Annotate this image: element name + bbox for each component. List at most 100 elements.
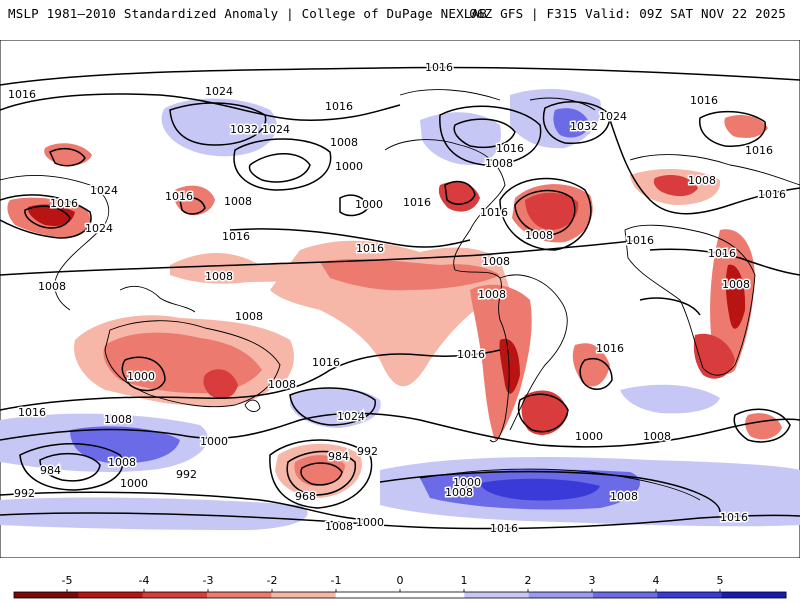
- isobar: [609, 119, 800, 215]
- colorbar-tick: 1: [461, 574, 468, 587]
- colorbar-swatch: [464, 592, 530, 598]
- anomaly-region-neg2-southernocean: [294, 455, 345, 486]
- isobar-label: 1016: [690, 94, 718, 107]
- anomaly-region-pos1-sindianocean: [620, 384, 720, 414]
- isobar: [699, 110, 766, 147]
- colorbar: -5 -4 -3 -2 -1 0 1 2 3 4 5: [0, 560, 800, 600]
- isobar-label: 1008: [268, 378, 296, 391]
- map-panel[interactable]: 1016 1024 1032 1024 1016 1008 1000 1016 …: [0, 40, 800, 558]
- coastline-australia: [104, 320, 281, 408]
- isobar-label: 1008: [525, 229, 553, 242]
- colorbar-swatch: [207, 592, 272, 598]
- colorbar-swatch: [335, 592, 401, 598]
- colorbar-tick: -5: [62, 574, 73, 587]
- anomaly-region-neg3-natlantic: [525, 192, 579, 230]
- isobar-label: 1000: [127, 370, 155, 383]
- anomaly-region-pos4-antarctic: [480, 478, 600, 501]
- isobar: [444, 180, 476, 205]
- colorbar-tick: 5: [717, 574, 724, 587]
- isobar-label: 1016: [222, 230, 250, 243]
- colorbar-swatch: [593, 592, 658, 598]
- coastline-americas: [384, 139, 510, 443]
- colorbar-tick: 3: [589, 574, 596, 587]
- isobar-label: 1016: [720, 511, 748, 524]
- isobar-label: 992: [176, 468, 197, 481]
- isobar-label: 1008: [445, 486, 473, 499]
- anomaly-region-neg2-tropics: [320, 258, 500, 291]
- isobar-label: 1000: [120, 477, 148, 490]
- isobar: [0, 66, 800, 86]
- isobar-label: 992: [14, 487, 35, 500]
- isobar: [0, 412, 800, 448]
- isobar: [179, 196, 206, 215]
- isobar-label: 1024: [205, 85, 233, 98]
- isobar-label: 968: [295, 490, 316, 503]
- coastline-africa: [624, 224, 756, 376]
- isobar-label: 984: [328, 450, 349, 463]
- isobar-label: 1000: [335, 160, 363, 173]
- isobar-label: 1024: [85, 222, 113, 235]
- isobar: [542, 101, 611, 144]
- isobar: [514, 189, 576, 236]
- isobar-label: 1008: [205, 270, 233, 283]
- anomaly-region-pos3-southwestpac: [70, 426, 180, 464]
- isobar-label: 1016: [758, 188, 786, 201]
- anomaly-region-neg4-eafrica: [725, 264, 746, 329]
- isobar-label: 1016: [325, 100, 353, 113]
- isobar-label: 1016: [496, 142, 524, 155]
- isobar: [0, 239, 641, 276]
- colorbar-swatch: [78, 592, 144, 598]
- isobar: [0, 512, 800, 530]
- colorbar-tick: -4: [139, 574, 150, 587]
- isobar-label: 1016: [403, 196, 431, 209]
- anomaly-region-neg4-andes: [499, 338, 520, 394]
- isobar-label: 1016: [50, 197, 78, 210]
- coastline-tasmania: [244, 399, 261, 412]
- isobar: [649, 248, 800, 276]
- isobar: [286, 450, 356, 496]
- isobar: [49, 147, 86, 167]
- isobar: [517, 393, 569, 433]
- anomaly-region-neg3-australia: [203, 369, 238, 399]
- isobar-label: 1016: [165, 190, 193, 203]
- colorbar-tick: 0: [397, 574, 404, 587]
- coastline-europe-asia: [629, 154, 800, 186]
- colorbar-swatch: [400, 592, 465, 598]
- isobar: [289, 387, 376, 426]
- colorbar-swatches: [13, 589, 787, 599]
- isobars: [0, 66, 800, 530]
- isobar: [19, 443, 124, 491]
- colorbar-tick: -1: [331, 574, 342, 587]
- isobar-label: 1008: [325, 520, 353, 533]
- coastline-indonesia: [119, 285, 196, 313]
- isobar-label: 1000: [356, 516, 384, 529]
- colorbar-swatch: [528, 592, 594, 598]
- isobar-label: 1008: [482, 255, 510, 268]
- isobar-label: 1008: [38, 280, 66, 293]
- anomaly-region-pos1-npacific: [161, 98, 277, 157]
- isobar-label: 1032: [230, 123, 258, 136]
- isobar: [39, 452, 101, 482]
- isobar-label: 1016: [8, 88, 36, 101]
- isobar-label: 1024: [262, 123, 290, 136]
- isobar-label: 1008: [478, 288, 506, 301]
- isobar-labels: 1016 1024 1032 1024 1016 1008 1000 1016 …: [7, 60, 788, 537]
- isobar-label: 1008: [235, 310, 263, 323]
- colorbar-tick: -2: [267, 574, 278, 587]
- isobar: [439, 105, 542, 166]
- isobar: [169, 102, 267, 146]
- coastline-arctic: [399, 89, 596, 111]
- colorbar-tick: -3: [203, 574, 214, 587]
- isobar-label: 1016: [708, 247, 736, 260]
- isobar-label: 1016: [745, 144, 773, 157]
- isobar-label: 1000: [453, 476, 481, 489]
- anomaly-region-neg1-westpac: [170, 252, 305, 284]
- isobar-label: 1016: [457, 348, 485, 361]
- isobar-label: 1032: [570, 120, 598, 133]
- isobar-label: 992: [357, 445, 378, 458]
- isobar-label: 1000: [575, 430, 603, 443]
- isobar-label: 1008: [485, 157, 513, 170]
- colorbar-tick: 2: [525, 574, 532, 587]
- isobar: [0, 491, 371, 521]
- isobar: [24, 205, 71, 229]
